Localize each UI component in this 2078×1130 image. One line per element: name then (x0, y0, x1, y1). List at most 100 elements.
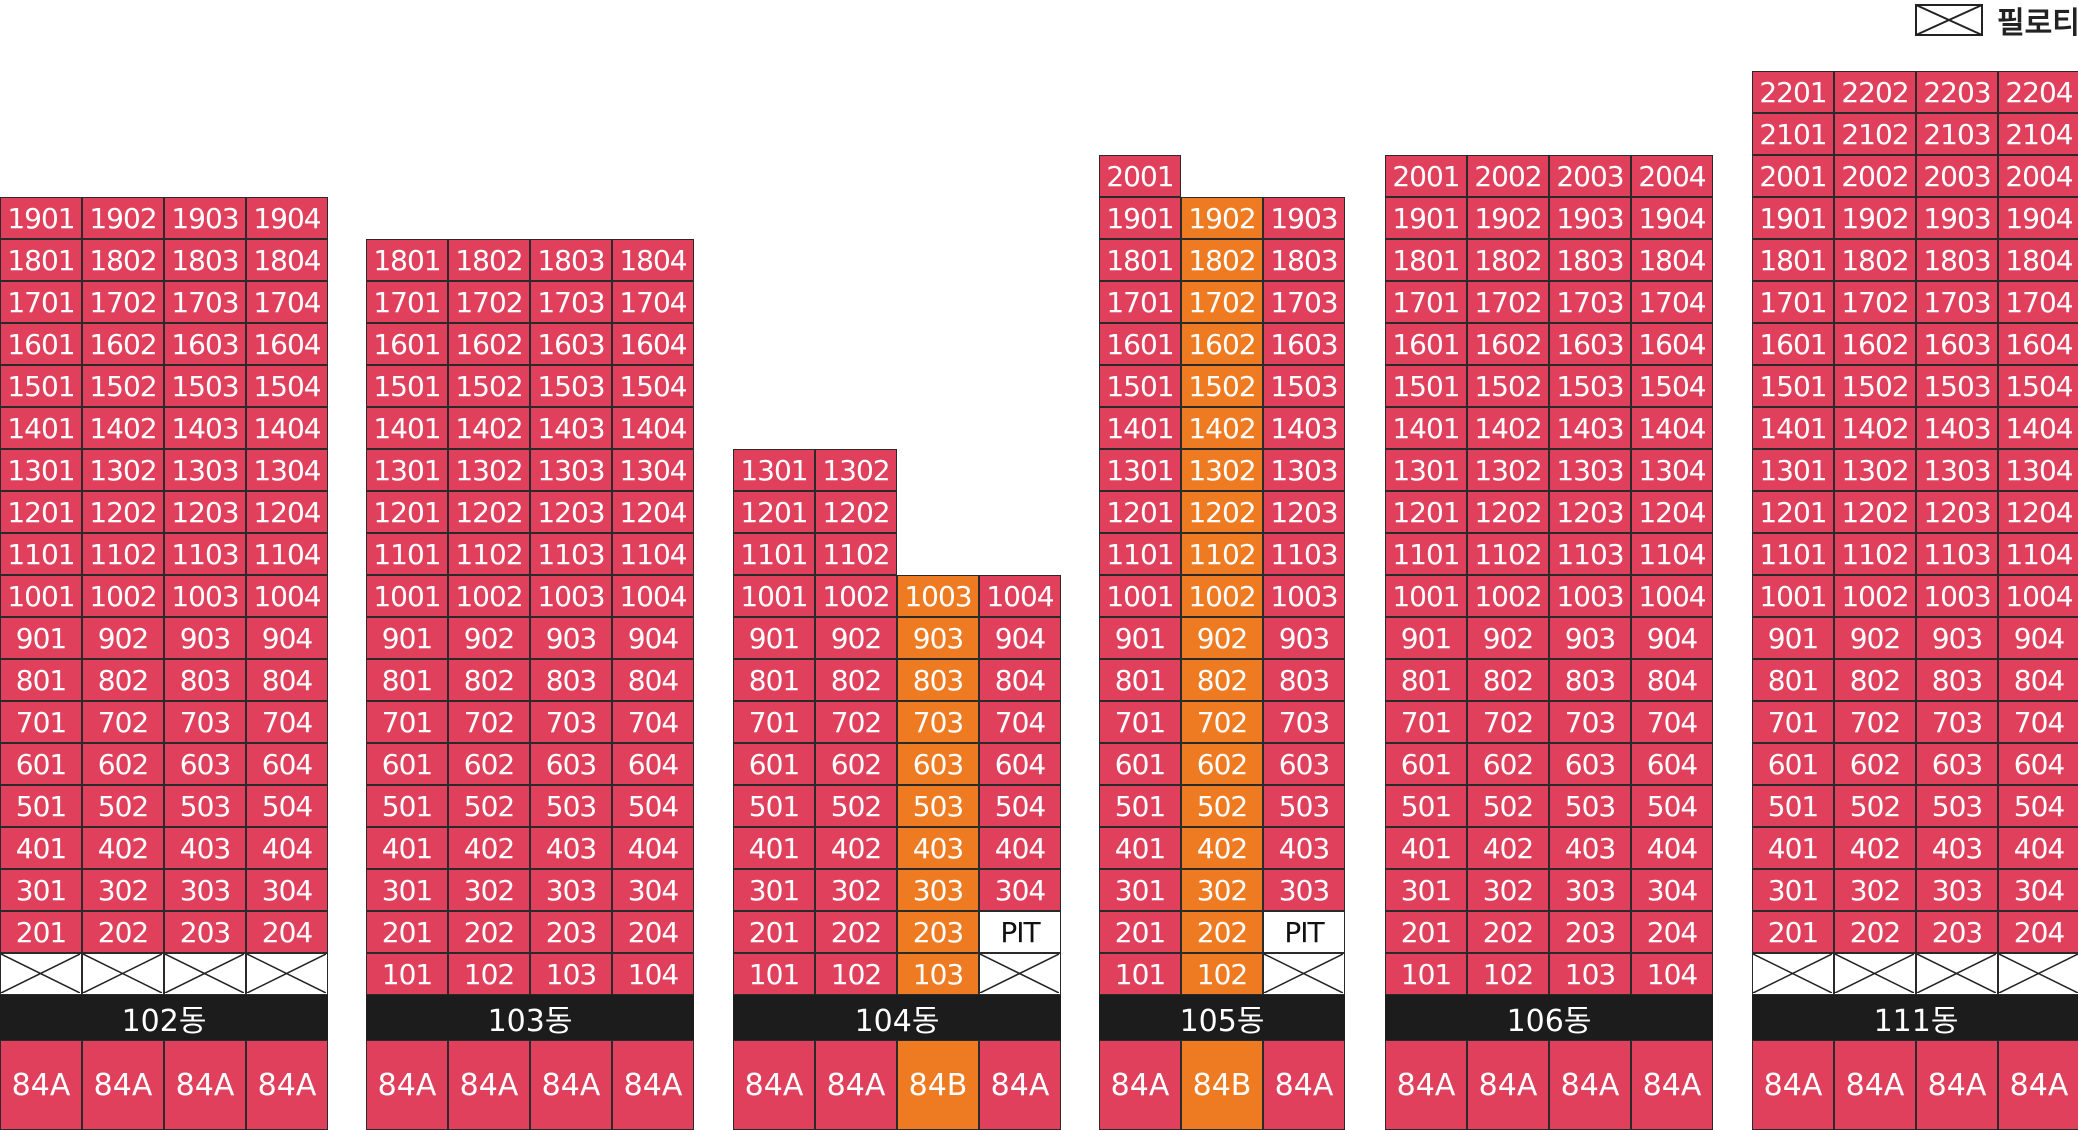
unit-cell: 1404 (246, 407, 328, 449)
unit-cell: 1703 (164, 281, 246, 323)
unit-cell: 1301 (0, 449, 82, 491)
unit-cell: 804 (612, 659, 694, 701)
unit-cell: 803 (1916, 659, 1998, 701)
unit-cell: 1303 (1549, 449, 1631, 491)
unit-cell: 402 (82, 827, 164, 869)
piloti-cell (82, 953, 164, 995)
unit-cell: 1904 (1998, 197, 2078, 239)
unit-cell: 401 (1099, 827, 1181, 869)
unit-cell: 902 (448, 617, 530, 659)
unit-cell: 903 (164, 617, 246, 659)
unit-cell: 204 (1631, 911, 1713, 953)
piloti-x-icon (1, 954, 80, 993)
unit-cell: 1204 (612, 491, 694, 533)
unit-cell: 1502 (1181, 365, 1263, 407)
unit-cell: 903 (897, 617, 979, 659)
building-label: 105동 (1099, 995, 1345, 1040)
unit-cell: 1003 (1263, 575, 1345, 617)
unit-cell: 601 (366, 743, 448, 785)
unit-cell: 1901 (1385, 197, 1467, 239)
unit-cell: 1004 (1998, 575, 2078, 617)
unit-cell: 303 (1916, 869, 1998, 911)
unit-type-cell: 84A (164, 1040, 246, 1130)
unit-cell: 201 (1752, 911, 1834, 953)
unit-cell: 1704 (1631, 281, 1713, 323)
piloti-cell (1998, 953, 2078, 995)
unit-cell: 1802 (82, 239, 164, 281)
unit-cell: 902 (82, 617, 164, 659)
unit-cell: 1701 (0, 281, 82, 323)
unit-cell: 1202 (1181, 491, 1263, 533)
unit-cell: 1101 (366, 533, 448, 575)
unit-cell: 1601 (0, 323, 82, 365)
unit-cell: 1202 (82, 491, 164, 533)
unit-cell: 1204 (246, 491, 328, 533)
unit-cell: 1503 (530, 365, 612, 407)
unit-cell: 703 (1263, 701, 1345, 743)
unit-cell: 903 (1549, 617, 1631, 659)
unit-cell: 1302 (448, 449, 530, 491)
unit-cell: 903 (530, 617, 612, 659)
unit-cell: 1202 (1834, 491, 1916, 533)
unit-cell: 1202 (448, 491, 530, 533)
unit-cell: 401 (1752, 827, 1834, 869)
unit-cell: 1201 (1752, 491, 1834, 533)
unit-cell: 1403 (1263, 407, 1345, 449)
unit-cell: 1901 (1752, 197, 1834, 239)
building-label: 104동 (733, 995, 1061, 1040)
unit-cell: 1803 (530, 239, 612, 281)
unit-cell: 1103 (1263, 533, 1345, 575)
unit-cell: 802 (448, 659, 530, 701)
unit-cell: 301 (733, 869, 815, 911)
unit-cell: 1403 (164, 407, 246, 449)
unit-cell: 2101 (1752, 113, 1834, 155)
unit-cell: 1501 (366, 365, 448, 407)
unit-cell: 301 (1385, 869, 1467, 911)
unit-cell: 802 (815, 659, 897, 701)
unit-cell: 1804 (1631, 239, 1713, 281)
unit-cell: 504 (246, 785, 328, 827)
unit-cell: 1103 (164, 533, 246, 575)
unit-cell: 903 (1916, 617, 1998, 659)
unit-cell: 703 (1549, 701, 1631, 743)
unit-cell: 2102 (1834, 113, 1916, 155)
unit-cell: 1604 (1631, 323, 1713, 365)
unit-cell: 503 (164, 785, 246, 827)
unit-cell: 502 (1467, 785, 1549, 827)
unit-cell: 1903 (1549, 197, 1631, 239)
unit-cell: 1102 (448, 533, 530, 575)
unit-cell: 501 (1099, 785, 1181, 827)
unit-cell: 603 (1263, 743, 1345, 785)
unit-cell: 1003 (1916, 575, 1998, 617)
unit-cell: 1701 (1385, 281, 1467, 323)
unit-cell: 803 (1263, 659, 1345, 701)
unit-cell: 604 (1998, 743, 2078, 785)
unit-cell: 103 (897, 953, 979, 995)
unit-cell: 604 (246, 743, 328, 785)
unit-cell: 1304 (1998, 449, 2078, 491)
unit-cell: 904 (246, 617, 328, 659)
unit-cell: 904 (612, 617, 694, 659)
unit-cell: 1502 (1834, 365, 1916, 407)
unit-cell: 402 (448, 827, 530, 869)
unit-cell: 604 (979, 743, 1061, 785)
unit-cell: 801 (1752, 659, 1834, 701)
unit-cell: 804 (1998, 659, 2078, 701)
unit-cell: 202 (1467, 911, 1549, 953)
unit-type-cell: 84B (897, 1040, 979, 1130)
legend: 필로티 (1915, 4, 2078, 41)
unit-cell: 101 (1099, 953, 1181, 995)
unit-cell: 603 (1916, 743, 1998, 785)
unit-type-cell: 84A (1752, 1040, 1834, 1130)
unit-cell: 901 (0, 617, 82, 659)
unit-cell: 1104 (612, 533, 694, 575)
unit-cell: 1402 (448, 407, 530, 449)
unit-cell: 1003 (530, 575, 612, 617)
unit-cell: 1601 (1099, 323, 1181, 365)
unit-cell: 901 (1385, 617, 1467, 659)
unit-cell: 1801 (1752, 239, 1834, 281)
unit-cell: 104 (1631, 953, 1713, 995)
unit-cell: 304 (612, 869, 694, 911)
unit-cell: 1903 (1916, 197, 1998, 239)
unit-cell: 2001 (1385, 155, 1467, 197)
